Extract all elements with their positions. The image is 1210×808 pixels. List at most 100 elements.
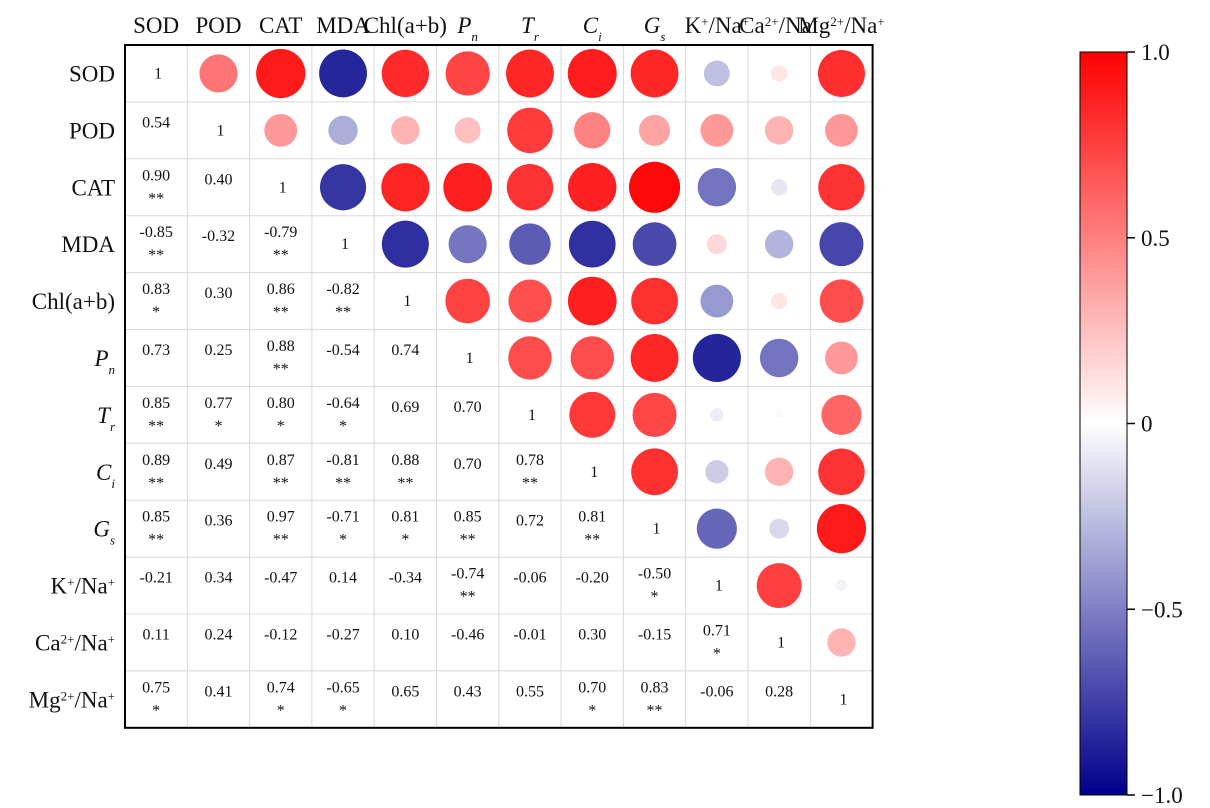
diagonal-label: 1 <box>777 634 785 651</box>
correlation-circle <box>506 49 554 98</box>
correlation-value: -0.65 <box>326 679 359 696</box>
significance-stars: ** <box>397 475 413 492</box>
correlation-value: 0.30 <box>578 626 606 643</box>
correlation-value: 0.49 <box>204 456 232 473</box>
significance-stars: ** <box>522 475 538 492</box>
correlation-value: 0.97 <box>267 509 295 526</box>
correlation-value: -0.32 <box>202 228 235 245</box>
correlation-value: 0.85 <box>142 395 170 412</box>
correlation-value: -0.06 <box>513 570 546 587</box>
correlation-circle <box>818 164 865 211</box>
correlation-value: 0.85 <box>454 509 482 526</box>
correlation-circle <box>632 392 677 437</box>
correlation-circle <box>770 179 788 196</box>
correlation-circle <box>764 116 794 145</box>
significance-stars: * <box>651 589 659 606</box>
correlation-value: 0.25 <box>204 342 232 359</box>
correlation-circle <box>756 563 802 609</box>
correlation-circle <box>825 113 858 147</box>
correlation-value: -0.46 <box>451 626 484 643</box>
diagonal-label: 1 <box>216 122 224 139</box>
correlation-value: -0.27 <box>326 626 359 643</box>
correlation-value: 0.85 <box>142 509 170 526</box>
diagonal-label: 1 <box>466 350 474 367</box>
correlation-circle <box>818 448 865 495</box>
colorbar-tick-label: −1.0 <box>1141 783 1183 808</box>
correlation-value: -0.47 <box>264 570 297 587</box>
significance-stars: ** <box>148 532 164 549</box>
significance-stars: ** <box>335 475 351 492</box>
correlation-value: -0.34 <box>389 570 422 587</box>
diagonal-label: 1 <box>154 65 162 82</box>
correlation-circle <box>825 341 858 375</box>
significance-stars: ** <box>460 532 476 549</box>
significance-stars: * <box>339 702 347 719</box>
correlation-value: 0.88 <box>391 452 419 469</box>
correlation-circle <box>628 161 681 213</box>
significance-stars: ** <box>335 304 351 321</box>
correlation-value: -0.21 <box>139 570 172 587</box>
correlation-value: -0.12 <box>264 626 297 643</box>
correlation-value: -0.20 <box>576 570 609 587</box>
significance-stars: ** <box>273 475 289 492</box>
column-label: K+/Na+ <box>685 13 750 38</box>
correlation-value: 0.83 <box>641 679 669 696</box>
correlation-value: 0.75 <box>142 679 170 696</box>
correlation-circle <box>391 116 420 145</box>
significance-stars: * <box>152 702 160 719</box>
column-label: POD <box>195 13 241 38</box>
correlation-circle <box>567 276 617 326</box>
correlation-circle <box>769 518 790 539</box>
correlation-value: 0.81 <box>391 509 419 526</box>
correlation-value: 0.70 <box>454 456 482 473</box>
row-label: K+/Na+ <box>50 574 115 599</box>
correlation-circle <box>328 115 358 146</box>
correlation-value: -0.79 <box>264 224 297 241</box>
significance-stars: ** <box>273 247 289 264</box>
correlation-value: 0.80 <box>267 395 295 412</box>
significance-stars: ** <box>584 532 600 549</box>
correlation-value: 0.73 <box>142 342 170 359</box>
correlation-circle <box>703 60 730 87</box>
grid-layer <box>124 44 874 729</box>
correlation-circle <box>568 163 617 212</box>
diagonal-label: 1 <box>341 236 349 253</box>
correlation-value: 0.78 <box>516 452 544 469</box>
column-label: Ca2+/Na+ <box>739 13 819 38</box>
correlation-value: 0.87 <box>267 452 295 469</box>
correlation-value: 0.55 <box>516 683 544 700</box>
correlation-circle <box>770 65 788 82</box>
correlation-value: 0.74 <box>391 342 419 359</box>
diagonal-label: 1 <box>839 691 847 708</box>
significance-stars: ** <box>273 361 289 378</box>
diagonal-label: 1 <box>403 293 411 310</box>
labels-layer: SODSODPODPODCATCATMDAMDAChl(a+b)Chl(a+b)… <box>29 13 885 712</box>
correlation-circle <box>631 448 678 496</box>
correlation-value: 0.89 <box>142 452 170 469</box>
plot-frame <box>124 44 874 729</box>
diagonal-label: 1 <box>279 179 287 196</box>
significance-stars: ** <box>273 304 289 321</box>
correlation-value: 0.71 <box>703 622 731 639</box>
significance-stars: * <box>277 702 285 719</box>
correlation-value: 0.28 <box>765 683 793 700</box>
correlation-circle <box>775 411 783 419</box>
correlation-circle <box>508 336 552 380</box>
correlation-circle <box>700 284 734 318</box>
correlation-circle <box>443 162 492 212</box>
correlation-circle <box>770 292 788 310</box>
correlation-circle <box>570 336 614 380</box>
diagonal-label: 1 <box>715 578 723 595</box>
colorbar-tick-label: 1.0 <box>1141 40 1170 65</box>
diagonal-label: 1 <box>528 407 536 424</box>
correlation-circle <box>692 333 741 383</box>
correlation-circle <box>630 49 679 98</box>
correlation-circle <box>448 225 487 264</box>
colorbar: 1.0 0.5 0 −0.5 −1.0 <box>1079 40 1183 808</box>
colorbar-tick-label: −0.5 <box>1141 597 1183 622</box>
correlation-value: -0.50 <box>638 566 671 583</box>
row-label: Mg2+/Na+ <box>29 687 115 712</box>
correlation-circle <box>827 628 856 657</box>
column-label: Ci <box>583 13 602 44</box>
correlation-value: -0.74 <box>451 566 484 583</box>
